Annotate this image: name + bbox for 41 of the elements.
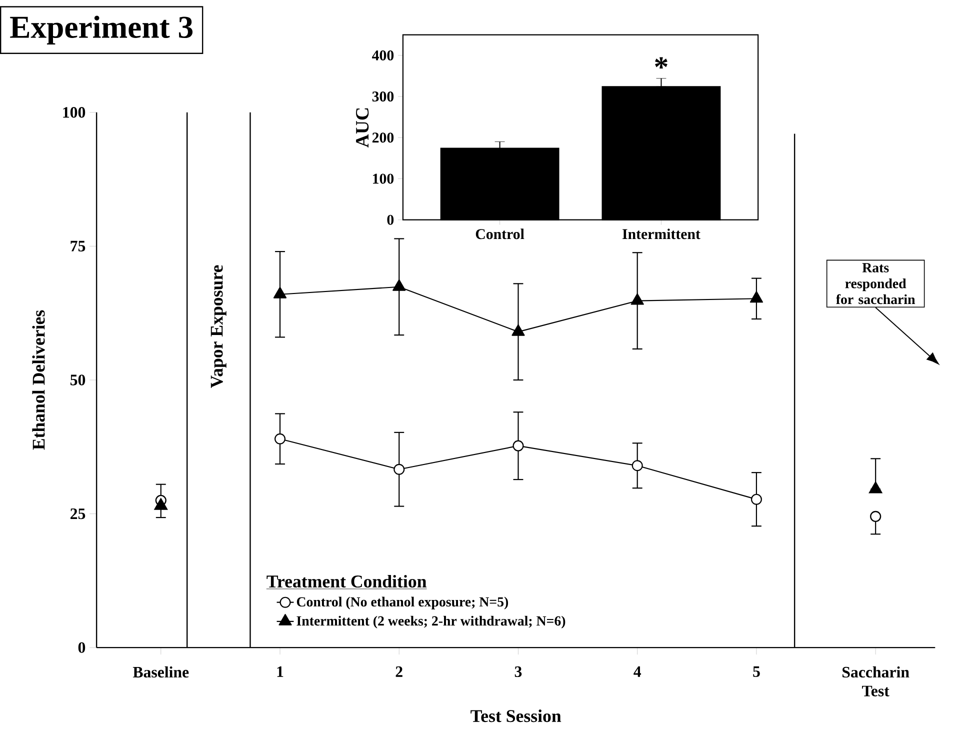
y-tick-label: 25 — [70, 508, 86, 520]
legend-title: Treatment Condition — [266, 574, 426, 588]
x-tick-label: 5 — [753, 666, 760, 677]
x-tick-label: Intermittent — [622, 228, 700, 240]
point — [870, 510, 882, 522]
legend-label: Intermittent (2 weeks; 2-hr withdrawal; N=6) — [296, 616, 566, 628]
y-tick-label: 400 — [372, 50, 394, 60]
x-tick-label: 4 — [634, 666, 642, 677]
point — [512, 440, 524, 452]
y-axis-title: Ethanol Deliveries — [32, 310, 45, 450]
point — [274, 433, 286, 444]
y-tick-label: 300 — [372, 91, 394, 102]
point — [632, 460, 643, 472]
point — [273, 286, 287, 298]
y-tick-label: 100 — [373, 174, 394, 184]
y-tick-label: 200 — [372, 132, 394, 143]
x-tick-label: 2 — [396, 666, 402, 677]
y-tick-label: 75 — [70, 240, 86, 252]
point — [750, 291, 764, 303]
point — [630, 293, 644, 305]
x-axis-title: Test Session — [470, 709, 562, 722]
legend-label: Control (No ethanol exposure; N=5) — [296, 596, 508, 610]
y-tick-label: 50 — [70, 374, 86, 386]
point — [392, 279, 406, 291]
x-tick-label: Saccharin Test — [842, 666, 910, 696]
annotation: * — [655, 57, 668, 68]
y-tick-label: 0 — [78, 642, 86, 653]
x-tick-label: 1 — [277, 666, 284, 677]
point — [868, 482, 882, 494]
y-tick-label: 0 — [387, 214, 394, 225]
y-axis-title: AUC — [356, 108, 369, 148]
point — [750, 494, 762, 505]
annotation: Rats responded for saccharin — [836, 263, 916, 304]
annotation: Vapor Exposure — [210, 265, 226, 388]
x-tick-label: Control — [476, 228, 524, 240]
x-tick-label: 3 — [514, 666, 522, 677]
chart-title: Experiment 3 — [10, 16, 193, 44]
point — [394, 464, 405, 475]
point — [512, 324, 525, 336]
x-tick-label: Baseline — [132, 666, 189, 678]
y-tick-label: 100 — [63, 106, 86, 118]
